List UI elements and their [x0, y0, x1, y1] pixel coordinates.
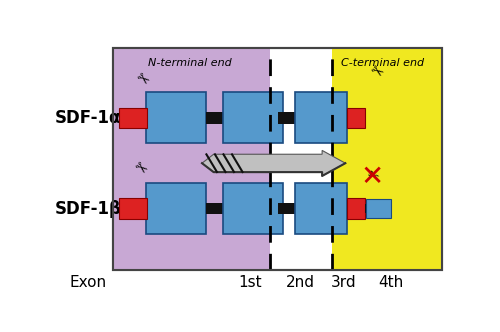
Bar [348, 108, 365, 128]
Text: 1st: 1st [238, 275, 262, 290]
Polygon shape [202, 150, 346, 176]
Bar [366, 199, 390, 218]
Bar [113, 47, 442, 270]
Bar [146, 183, 206, 234]
Bar [118, 108, 146, 128]
Bar [365, 204, 366, 213]
Text: 2nd: 2nd [286, 275, 316, 290]
Bar [332, 47, 442, 270]
Bar [113, 47, 442, 270]
Text: ✂: ✂ [132, 70, 152, 89]
Bar [278, 203, 295, 214]
Text: ✂: ✂ [364, 168, 381, 186]
Bar [224, 92, 284, 143]
Text: Exon: Exon [69, 275, 106, 290]
Bar [146, 92, 206, 143]
Text: 3rd: 3rd [330, 275, 356, 290]
Text: 4th: 4th [378, 275, 404, 290]
Bar [206, 112, 224, 124]
Text: N-terminal end: N-terminal end [148, 58, 232, 68]
Bar [206, 203, 224, 214]
Text: ✂: ✂ [130, 158, 150, 178]
Bar [113, 47, 270, 270]
Text: ✕: ✕ [361, 163, 384, 191]
Text: SDF-1α: SDF-1α [54, 109, 121, 127]
Text: SDF-1β: SDF-1β [54, 200, 121, 217]
Bar [348, 198, 365, 219]
Bar [295, 183, 348, 234]
Bar [278, 112, 295, 124]
Text: ✂: ✂ [367, 62, 386, 82]
Bar [118, 198, 146, 219]
Bar [224, 183, 284, 234]
Bar [295, 92, 348, 143]
Text: C-terminal end: C-terminal end [340, 58, 424, 68]
